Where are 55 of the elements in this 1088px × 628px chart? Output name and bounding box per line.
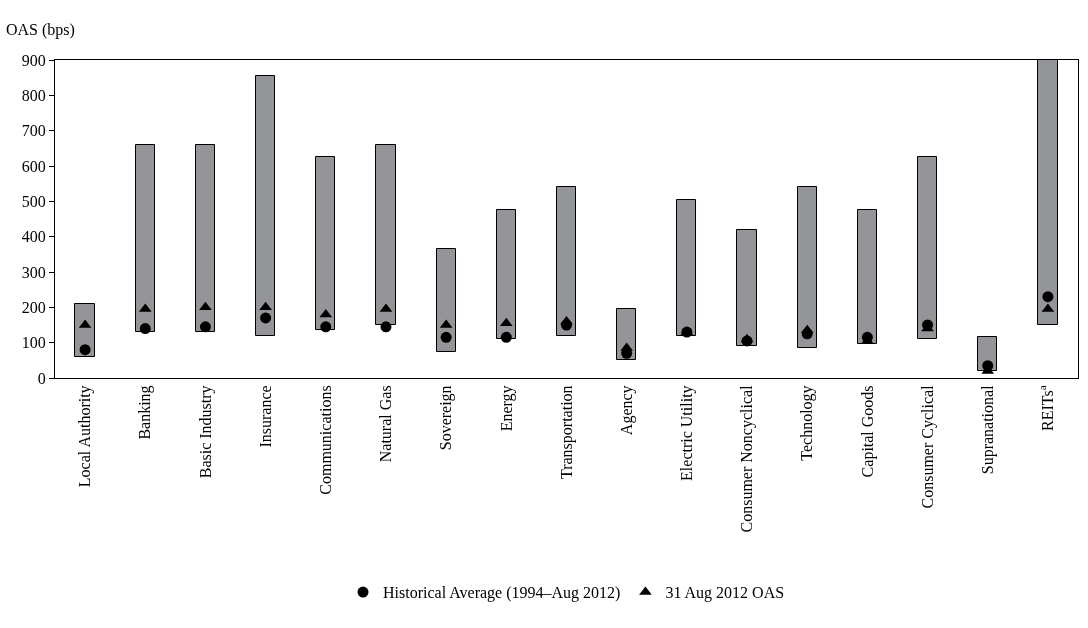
point [1042, 291, 1054, 303]
y-tick-label: 0 [37, 369, 46, 387]
y-tick-label: 800 [21, 86, 46, 104]
point [320, 321, 332, 333]
x-tick-label: Agency [617, 385, 636, 436]
point [199, 301, 212, 311]
point [319, 308, 333, 318]
x-tick-label: Energy [497, 385, 516, 432]
bar [436, 248, 456, 352]
bar [917, 156, 937, 339]
x-tick-label: Supranational [978, 384, 997, 475]
point [380, 321, 392, 333]
bar [676, 199, 696, 336]
y-tick-label: 700 [21, 122, 46, 140]
legend-label: Historical Average (1994–Aug 2012) [383, 584, 621, 603]
x-tick-label: Capital Goods [858, 385, 877, 478]
x-tick-label: Local Authority [76, 385, 95, 488]
legend-label: 31 Aug 2012 OAS [665, 584, 785, 603]
point [139, 323, 151, 335]
x-tick-label: Transportation [557, 385, 576, 480]
x-tick-label: Banking [136, 385, 155, 440]
point [500, 331, 512, 343]
point [199, 321, 211, 333]
y-tick-label: 900 [21, 51, 46, 69]
y-tick-label: 300 [21, 263, 46, 281]
x-tick-label: Consumer Cyclical [918, 384, 937, 509]
x-tick-label: Technology [798, 385, 817, 461]
bar [736, 229, 757, 346]
bar [556, 186, 576, 336]
point [259, 301, 272, 311]
x-tick-label: Communications [316, 385, 334, 495]
bar [857, 209, 877, 344]
y-axis-title: OAS (bps) [6, 21, 75, 39]
y-tick-label: 500 [21, 192, 46, 210]
bar [797, 186, 817, 348]
x-tick-label: Electric Utility [678, 385, 697, 481]
point [440, 331, 452, 343]
bar [496, 209, 516, 339]
x-tick-label: Natural Gas [377, 385, 395, 463]
x-tick-label: Sovereign [437, 385, 456, 451]
y-tick-label: 400 [21, 228, 46, 246]
bar [315, 156, 335, 330]
x-tick-label: Insurance [256, 385, 274, 448]
x-tick-label: Basic Industry [196, 385, 215, 479]
point [260, 312, 272, 324]
point [800, 324, 814, 334]
x-tick-label: Consumer Noncyclical [738, 384, 757, 533]
y-tick-label: 100 [21, 334, 46, 352]
point [79, 344, 91, 356]
y-tick-label: 200 [21, 298, 46, 316]
bar [135, 144, 155, 332]
bar [255, 75, 275, 336]
point [560, 315, 573, 325]
bar [195, 144, 215, 332]
y-tick-label: 600 [21, 157, 46, 175]
